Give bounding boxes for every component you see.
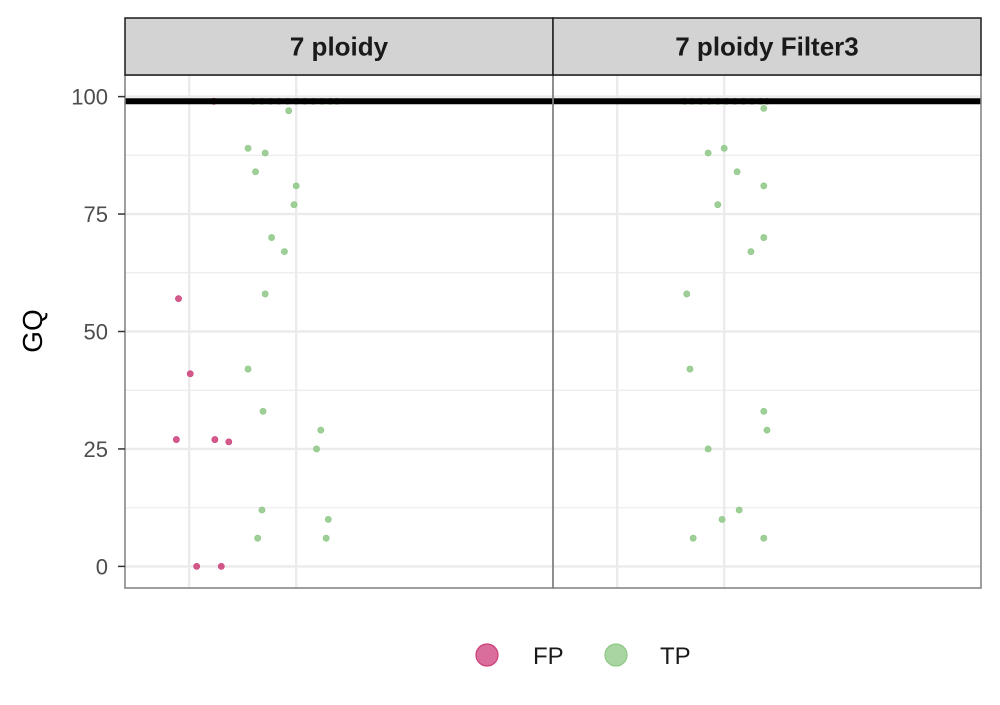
data-point-tp — [714, 201, 722, 209]
data-point-tp — [735, 506, 743, 514]
data-point-tp — [268, 234, 275, 241]
grid-layer — [125, 75, 981, 588]
facet-strips: 7 ploidy 7 ploidy Filter3 — [124, 17, 982, 76]
data-point-tp — [290, 201, 298, 209]
data-point-tp — [259, 407, 267, 415]
facet-strip — [124, 17, 554, 76]
facet-strip-title: 7 ploidy — [290, 32, 389, 62]
data-point-tp — [322, 534, 330, 542]
data-point-tp — [763, 426, 771, 434]
legend-item-tp: TP — [604, 643, 691, 670]
data-point-fp — [172, 436, 180, 443]
data-point-tp — [720, 144, 728, 152]
data-point-fp — [193, 562, 201, 570]
data-point-tp — [258, 506, 266, 514]
data-point-tp — [718, 516, 726, 523]
data-point-tp — [760, 234, 768, 241]
y-tick-label: 25 — [84, 437, 108, 462]
data-point-fp — [217, 562, 225, 570]
legend-label: FP — [533, 643, 564, 670]
data-point-tp — [760, 182, 768, 190]
data-point-tp — [285, 107, 293, 115]
legend: FP TP — [475, 643, 691, 670]
data-point-tp — [760, 534, 768, 542]
data-point-tp — [704, 149, 712, 157]
y-axis: 0 25 50 75 100 — [71, 85, 125, 579]
data-point-tp — [281, 248, 288, 256]
data-point-tp — [244, 365, 252, 373]
data-point-tp — [324, 516, 332, 523]
data-point-tp — [760, 104, 768, 112]
legend-label: TP — [660, 643, 691, 670]
data-point-tp — [261, 290, 269, 298]
data-point-tp — [686, 365, 694, 373]
legend-key-fp — [475, 643, 499, 667]
y-tick-label: 100 — [71, 85, 108, 110]
facet-strip — [552, 17, 982, 76]
points-layer — [172, 97, 771, 570]
data-point-tp — [704, 445, 712, 453]
data-point-tp — [733, 168, 741, 176]
data-point-tp — [683, 290, 691, 298]
data-point-tp — [317, 426, 325, 434]
data-point-fp — [186, 370, 194, 378]
facet-strip-title: 7 ploidy Filter3 — [675, 32, 859, 62]
y-tick-label: 75 — [84, 202, 108, 227]
data-point-fp — [225, 438, 233, 446]
y-tick-label: 0 — [96, 554, 108, 579]
data-point-tp — [261, 149, 269, 157]
data-point-tp — [747, 248, 755, 256]
data-point-tp — [254, 534, 262, 542]
data-point-fp — [175, 295, 182, 303]
data-point-tp — [760, 407, 768, 415]
data-point-fp — [211, 436, 219, 443]
y-axis-label: GQ — [17, 309, 48, 353]
y-tick-label: 50 — [84, 320, 108, 345]
data-point-tp — [244, 144, 252, 152]
legend-key-tp — [604, 643, 628, 667]
data-point-tp — [292, 182, 300, 190]
data-point-tp — [689, 534, 697, 542]
data-point-tp — [252, 168, 259, 176]
data-point-tp — [313, 445, 320, 453]
legend-item-fp: FP — [475, 643, 564, 670]
